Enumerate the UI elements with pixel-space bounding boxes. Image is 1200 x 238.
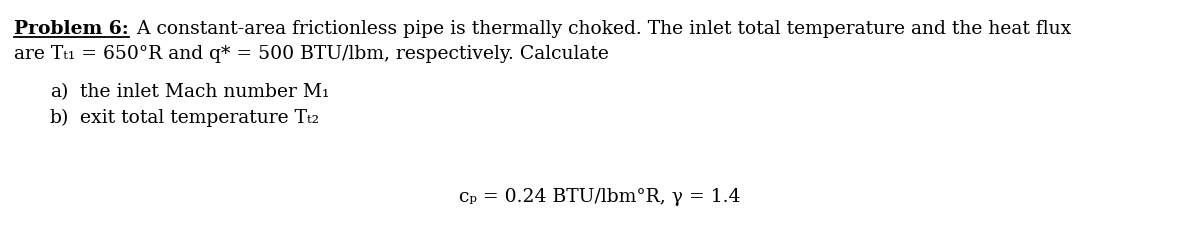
Text: exit total temperature Tₜ₂: exit total temperature Tₜ₂ (80, 109, 319, 127)
Text: the inlet Mach number M₁: the inlet Mach number M₁ (80, 83, 329, 101)
Text: Problem 6:: Problem 6: (14, 20, 128, 38)
Text: b): b) (50, 109, 70, 127)
Text: A constant-area frictionless pipe is thermally choked. The inlet total temperatu: A constant-area frictionless pipe is the… (131, 20, 1072, 38)
Text: cₚ = 0.24 BTU/lbm°R, γ = 1.4: cₚ = 0.24 BTU/lbm°R, γ = 1.4 (460, 188, 740, 206)
Text: a): a) (50, 83, 68, 101)
Text: are Tₜ₁ = 650°R and q* = 500 BTU/lbm, respectively. Calculate: are Tₜ₁ = 650°R and q* = 500 BTU/lbm, re… (14, 45, 608, 63)
